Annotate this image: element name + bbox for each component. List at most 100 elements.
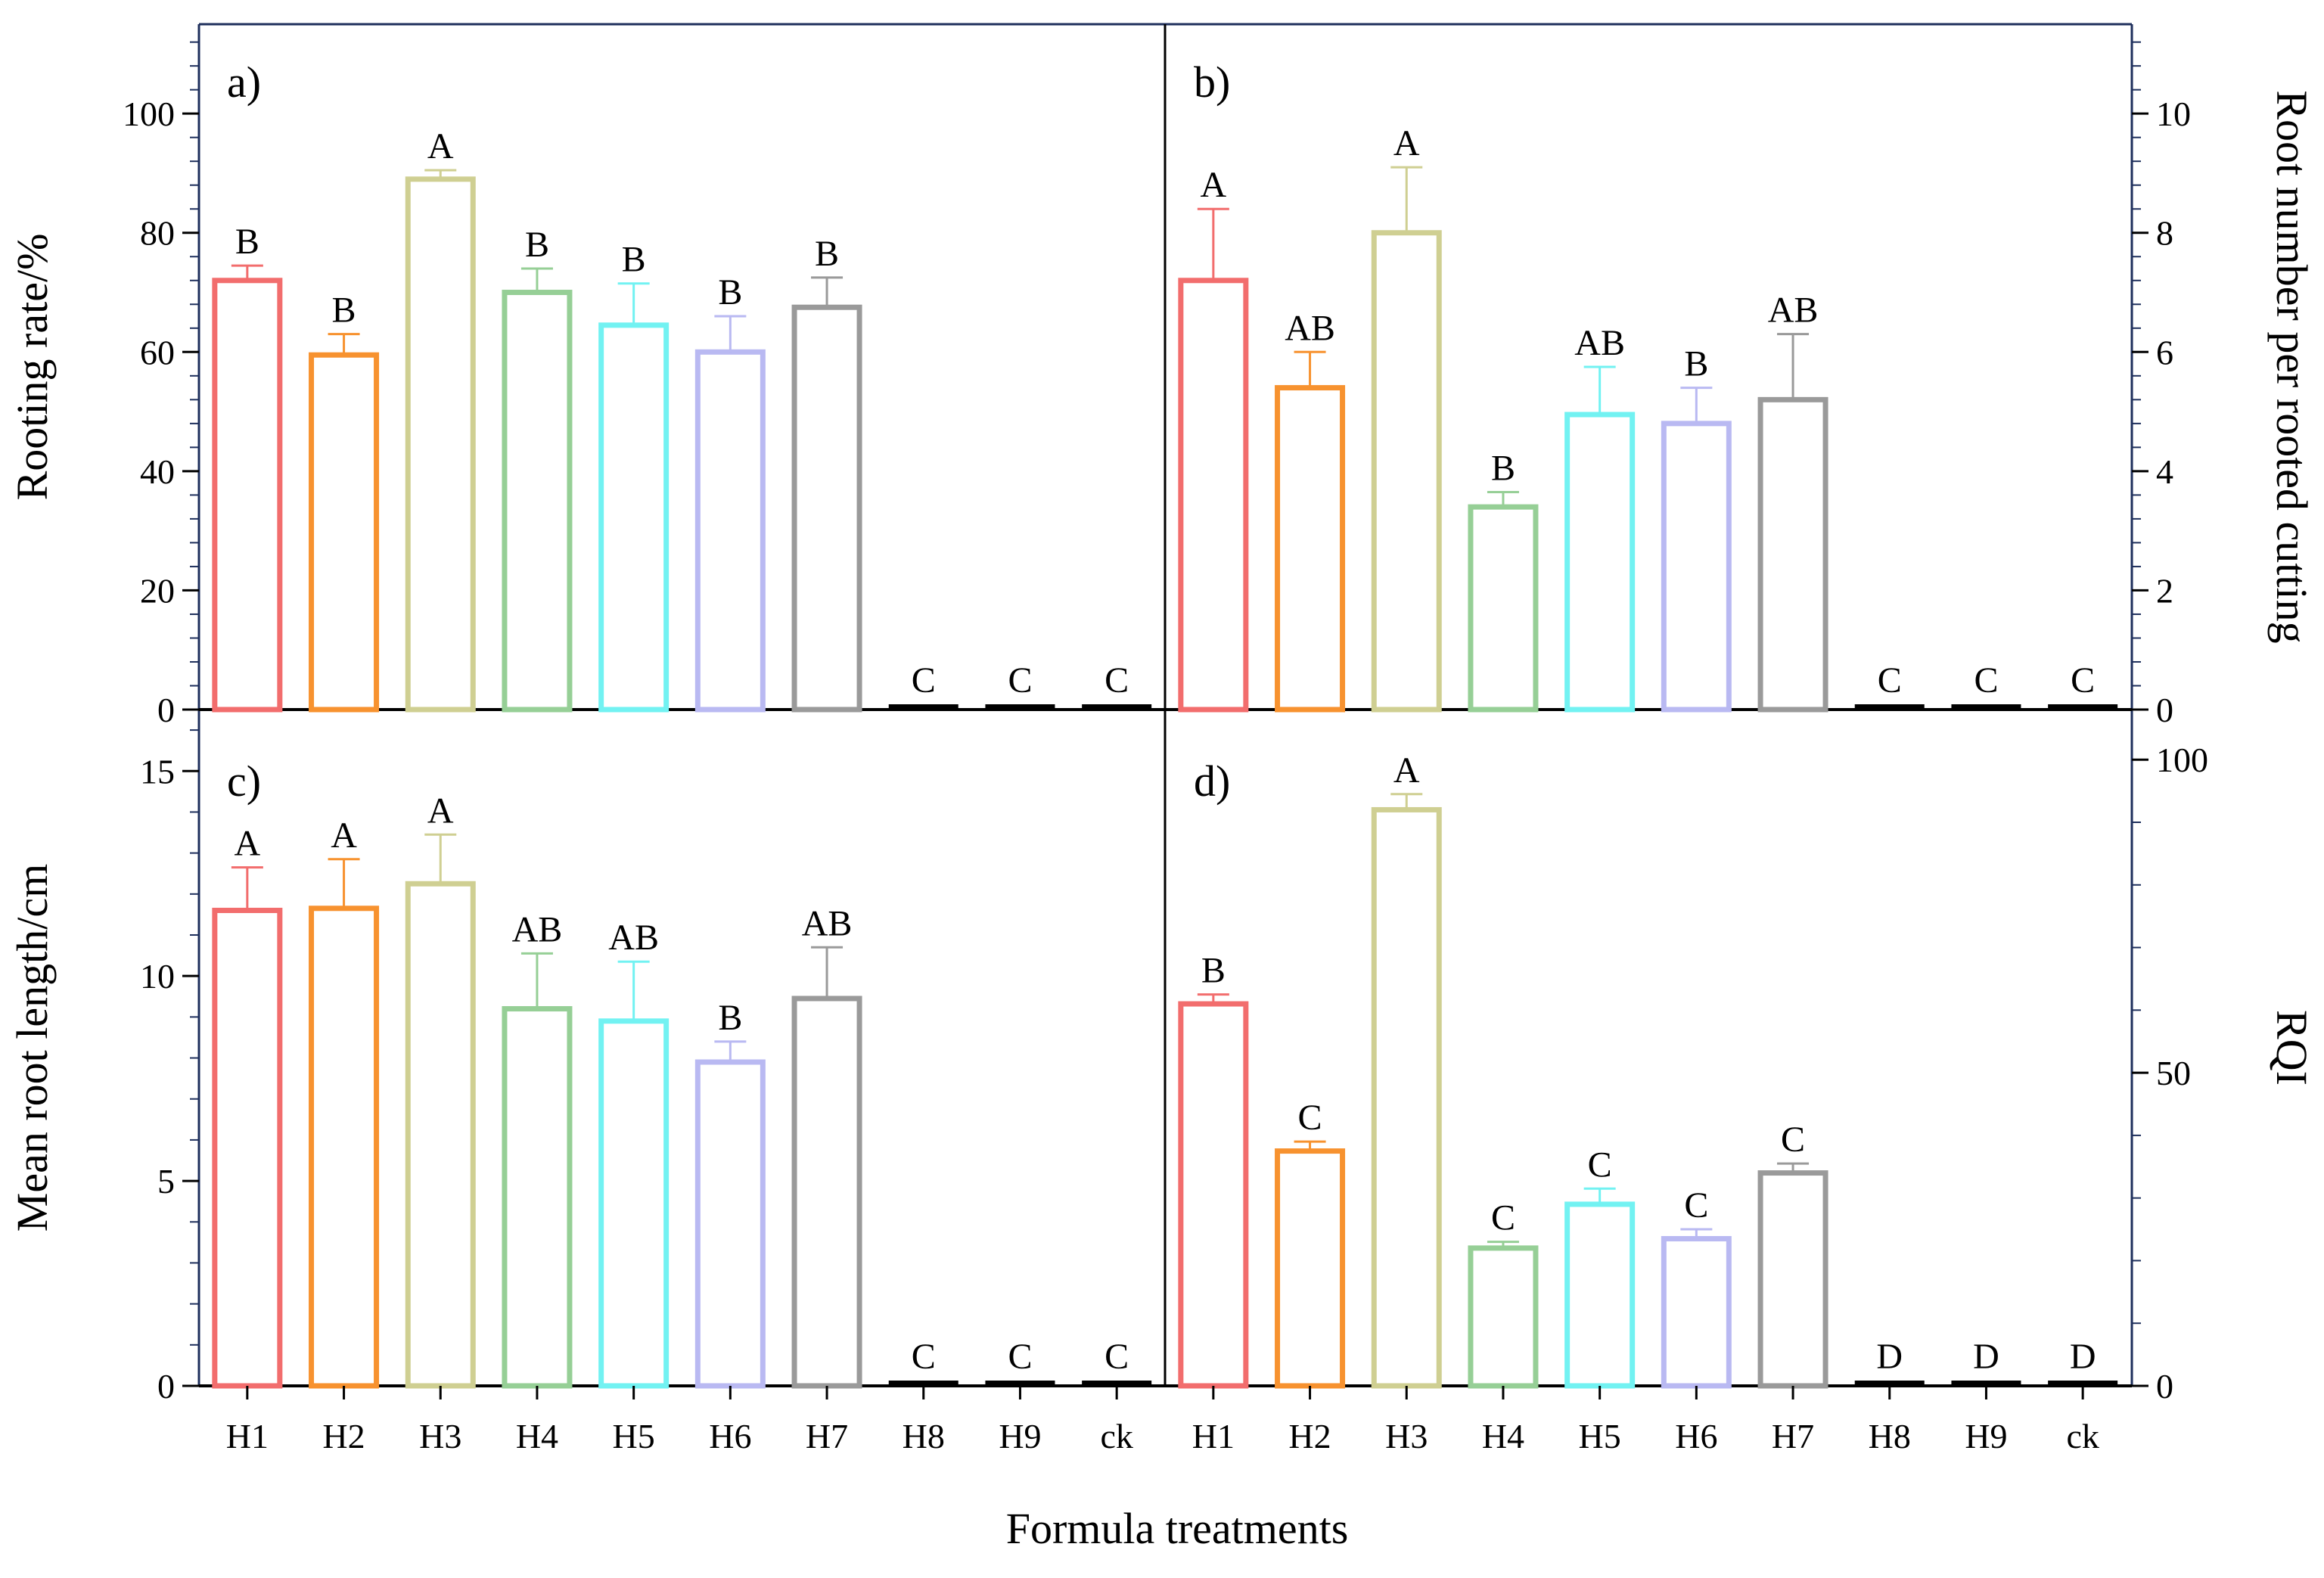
bar <box>1178 278 1249 713</box>
significance-letter: A <box>1393 750 1420 791</box>
bar <box>694 349 766 713</box>
significance-letter: B <box>525 225 549 265</box>
significance-letter: C <box>1105 660 1129 700</box>
bar <box>791 996 862 1389</box>
significance-letter: C <box>2071 660 2095 700</box>
x-tick-label: H4 <box>1482 1417 1524 1455</box>
y-tick-label: 60 <box>140 333 175 371</box>
panel-c: c) 0 5 10 15 Mean root length/cm A A A AB AB B AB C C C… <box>8 729 1152 1455</box>
y-tick-label: 15 <box>140 752 175 791</box>
significance-letter: A <box>1201 165 1227 205</box>
significance-letter: C <box>912 660 936 700</box>
bar <box>502 1006 573 1389</box>
panel-label: c) <box>227 756 261 806</box>
significance-letter: C <box>1684 1185 1708 1225</box>
y-tick-label: 10 <box>2156 95 2191 133</box>
x-tick-label: H7 <box>1772 1417 1814 1455</box>
bar <box>309 352 380 713</box>
bar <box>1082 704 1152 710</box>
y-axis-title: Rooting rate/% <box>8 234 57 501</box>
x-tick-label: H8 <box>903 1417 945 1455</box>
bar <box>1564 1201 1636 1389</box>
bar <box>1178 1001 1249 1389</box>
panel-label: a) <box>227 57 261 107</box>
significance-letter: B <box>332 290 356 331</box>
bar <box>2048 704 2118 710</box>
significance-letter: B <box>815 234 839 274</box>
bar <box>212 907 283 1389</box>
x-tick-label: ck <box>2066 1417 2099 1455</box>
significance-letter: B <box>1491 448 1515 488</box>
x-tick-label: H1 <box>226 1417 269 1455</box>
bar <box>309 905 380 1389</box>
x-tick-label: H2 <box>1288 1417 1331 1455</box>
y-axis-title: Root number per rooted cutting <box>2267 90 2316 643</box>
bar <box>2048 1381 2118 1386</box>
panel-b: b) 0 2 4 6 8 10 Root number per rooted cutting A… <box>1178 41 2316 729</box>
bar <box>985 1381 1055 1386</box>
significance-letter: A <box>427 791 454 831</box>
y-tick-label: 20 <box>140 571 175 610</box>
significance-letter: D <box>1973 1337 1999 1377</box>
bar <box>791 304 862 713</box>
significance-letter: C <box>1008 1337 1032 1377</box>
significance-letter: C <box>1008 660 1032 700</box>
x-tick-label: H4 <box>516 1417 558 1455</box>
y-tick-label: 0 <box>2156 1367 2173 1406</box>
y-tick-label: 0 <box>157 691 175 729</box>
bar <box>1275 385 1346 713</box>
bar <box>1661 1235 1732 1389</box>
significance-letter: C <box>1298 1098 1322 1138</box>
significance-letter: C <box>1491 1198 1515 1238</box>
bar <box>1854 1381 1925 1386</box>
significance-letter: B <box>235 222 259 262</box>
bar <box>1468 1245 1539 1389</box>
bar <box>1661 421 1732 713</box>
significance-letter: AB <box>1285 308 1335 348</box>
x-tick-label: H3 <box>1385 1417 1428 1455</box>
bar <box>1951 1381 2021 1386</box>
significance-letter: A <box>1393 123 1420 163</box>
bar <box>1951 704 2021 710</box>
y-tick-label: 2 <box>2156 571 2173 610</box>
x-tick-label: H7 <box>806 1417 848 1455</box>
bar <box>888 704 958 710</box>
x-tick-label: H6 <box>1675 1417 1717 1455</box>
x-tick-label: H5 <box>613 1417 655 1455</box>
x-tick-label: H9 <box>1965 1417 2007 1455</box>
y-axis-title: Mean root length/cm <box>8 864 57 1232</box>
x-tick-label: H2 <box>322 1417 365 1455</box>
bar <box>888 1381 958 1386</box>
bar <box>598 1018 670 1389</box>
bar <box>1854 704 1925 710</box>
x-tick-label: H1 <box>1192 1417 1235 1455</box>
y-tick-label: 100 <box>2156 741 2208 779</box>
significance-letter: D <box>1876 1337 1903 1377</box>
bar <box>1275 1148 1346 1389</box>
y-tick-label: 5 <box>157 1162 175 1201</box>
x-tick-label: H8 <box>1869 1417 1911 1455</box>
panel-label: d) <box>1194 756 1230 806</box>
significance-letter: B <box>718 272 742 312</box>
bar <box>1757 396 1828 713</box>
x-tick-label: ck <box>1100 1417 1132 1455</box>
significance-letter: AB <box>608 918 659 958</box>
significance-letter: B <box>1684 344 1708 384</box>
significance-letter: A <box>427 126 454 166</box>
bar <box>502 290 573 713</box>
significance-letter: AB <box>1768 290 1819 331</box>
y-axis-title: RQI <box>2267 1010 2316 1086</box>
significance-letter: D <box>2070 1337 2096 1377</box>
x-tick-label: H9 <box>999 1417 1041 1455</box>
significance-letter: B <box>718 998 742 1038</box>
x-tick-label: H6 <box>709 1417 751 1455</box>
y-tick-label: 0 <box>157 1367 175 1406</box>
significance-letter: AB <box>1574 323 1625 363</box>
bar <box>405 881 476 1389</box>
x-tick-label: H3 <box>419 1417 461 1455</box>
significance-letter: A <box>235 824 261 864</box>
significance-letter: A <box>331 815 357 856</box>
bar <box>1082 1381 1152 1386</box>
significance-letter: AB <box>802 903 853 943</box>
